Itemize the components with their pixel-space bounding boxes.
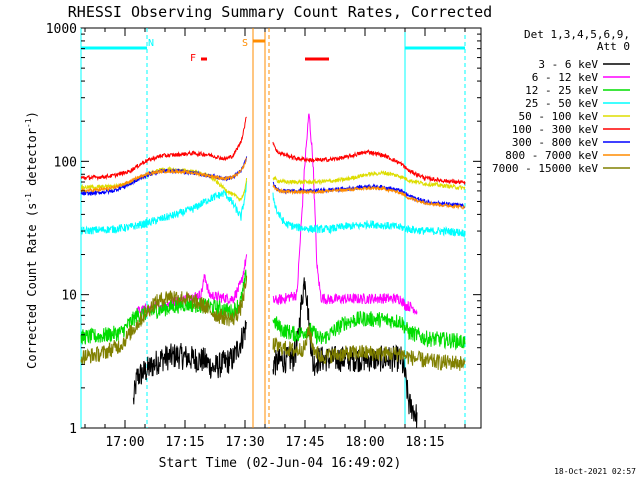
x-tick-label: 17:15 bbox=[165, 435, 204, 450]
axes: 1 10 100 1000 17:00 17:15 17:30 17:45 18:00 18:15 bbox=[46, 22, 481, 450]
series-layer bbox=[80, 113, 466, 429]
legend-label: 7000 - 15000 keV bbox=[492, 162, 598, 175]
legend-label: 50 - 100 keV bbox=[519, 110, 599, 123]
series-800-7000-kev bbox=[80, 157, 466, 210]
x-tick-label: 17:00 bbox=[105, 435, 144, 450]
legend-label: 25 - 50 keV bbox=[525, 97, 598, 110]
series-7000-15000-kev bbox=[80, 275, 466, 371]
series-100-300-kev bbox=[80, 116, 466, 185]
legend-label: 12 - 25 keV bbox=[525, 84, 598, 97]
y-tick-label: 100 bbox=[54, 155, 77, 170]
legend-header-line: Att 0 bbox=[597, 40, 630, 53]
chart-title: RHESSI Observing Summary Count Rates, Co… bbox=[68, 3, 492, 21]
series-line bbox=[80, 181, 466, 238]
series-12-25-kev bbox=[80, 269, 466, 351]
annotation-label-f: F bbox=[190, 53, 196, 64]
legend-header-line: Det 1,3,4,5,6,9, bbox=[524, 28, 630, 41]
legend-label: 6 - 12 keV bbox=[532, 71, 599, 84]
legend-label: 100 - 300 keV bbox=[512, 123, 598, 136]
legend-label: 3 - 6 keV bbox=[538, 58, 598, 71]
series-line bbox=[80, 269, 466, 351]
x-tick-label: 18:00 bbox=[345, 435, 384, 450]
x-axis-label: Start Time (02-Jun-04 16:49:02) bbox=[159, 456, 402, 471]
series-25-50-kev bbox=[80, 181, 466, 238]
y-tick-label: 1000 bbox=[46, 22, 77, 37]
annotation-label-n: N bbox=[148, 38, 154, 49]
timestamp-label: 18-Oct-2021 02:57 bbox=[554, 467, 636, 476]
y-tick-label: 10 bbox=[61, 289, 77, 304]
annotation-label-s: S bbox=[242, 38, 248, 49]
y-tick-label: 1 bbox=[69, 422, 77, 437]
legend-label: 300 - 800 keV bbox=[512, 136, 598, 149]
legend-label: 800 - 7000 keV bbox=[505, 149, 598, 162]
x-tick-label: 18:15 bbox=[405, 435, 444, 450]
x-tick-label: 17:30 bbox=[225, 435, 264, 450]
y-axis-label: Corrected Count Rate (s-1 detector-1) bbox=[24, 111, 39, 369]
x-tick-label: 17:45 bbox=[285, 435, 324, 450]
series-line bbox=[80, 157, 466, 210]
series-line bbox=[80, 275, 466, 371]
series-line bbox=[80, 116, 466, 185]
annotation-layer: N F S bbox=[81, 38, 465, 64]
